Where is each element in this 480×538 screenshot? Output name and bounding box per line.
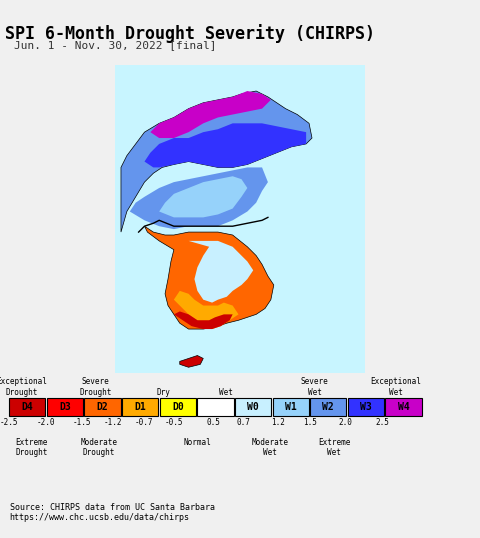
- Text: W0: W0: [247, 402, 259, 412]
- Polygon shape: [189, 241, 253, 302]
- Text: -0.7: -0.7: [134, 419, 153, 427]
- Text: Dry: Dry: [156, 387, 170, 397]
- Text: D3: D3: [59, 402, 71, 412]
- Text: D1: D1: [134, 402, 146, 412]
- Text: W2: W2: [323, 402, 334, 412]
- Text: Severe
Wet: Severe Wet: [301, 377, 329, 397]
- Text: 1.5: 1.5: [303, 419, 317, 427]
- Polygon shape: [144, 226, 274, 329]
- Bar: [385, 398, 422, 416]
- Text: Severe
Drought: Severe Drought: [79, 377, 112, 397]
- Bar: [47, 398, 83, 416]
- Bar: [122, 398, 158, 416]
- Bar: [9, 398, 46, 416]
- Text: Wet: Wet: [219, 387, 233, 397]
- Text: 0.7: 0.7: [237, 419, 251, 427]
- Text: Source: CHIRPS data from UC Santa Barbara
https://www.chc.ucsb.edu/data/chirps: Source: CHIRPS data from UC Santa Barbar…: [10, 503, 215, 522]
- Text: W3: W3: [360, 402, 372, 412]
- Bar: [348, 398, 384, 416]
- Text: Jun. 1 - Nov. 30, 2022 [final]: Jun. 1 - Nov. 30, 2022 [final]: [14, 40, 217, 51]
- Polygon shape: [180, 356, 203, 367]
- Text: Extreme
Drought: Extreme Drought: [15, 438, 48, 457]
- Bar: [160, 398, 196, 416]
- Text: Exceptional
Wet: Exceptional Wet: [370, 377, 421, 397]
- Text: -0.5: -0.5: [165, 419, 183, 427]
- Text: Extreme
Wet: Extreme Wet: [318, 438, 350, 457]
- Text: Moderate
Wet: Moderate Wet: [252, 438, 288, 457]
- Polygon shape: [174, 291, 239, 329]
- Text: 2.5: 2.5: [376, 419, 390, 427]
- Bar: [197, 398, 234, 416]
- Text: D4: D4: [22, 402, 33, 412]
- Text: D0: D0: [172, 402, 184, 412]
- Polygon shape: [130, 167, 268, 229]
- Text: 0.5: 0.5: [206, 419, 220, 427]
- Text: W4: W4: [398, 402, 409, 412]
- Polygon shape: [144, 123, 306, 167]
- Text: Moderate
Drought: Moderate Drought: [80, 438, 118, 457]
- Polygon shape: [159, 176, 247, 217]
- Polygon shape: [174, 312, 233, 329]
- Text: Exceptional
Drought: Exceptional Drought: [0, 377, 48, 397]
- Polygon shape: [121, 91, 312, 232]
- Text: -1.2: -1.2: [104, 419, 123, 427]
- Bar: [84, 398, 120, 416]
- Text: SPI 6-Month Drought Severity (CHIRPS): SPI 6-Month Drought Severity (CHIRPS): [5, 24, 375, 43]
- Text: 2.0: 2.0: [339, 419, 353, 427]
- Text: 1.2: 1.2: [272, 419, 286, 427]
- Bar: [273, 398, 309, 416]
- Text: -2.5: -2.5: [0, 419, 18, 427]
- Text: W1: W1: [285, 402, 297, 412]
- Text: D2: D2: [96, 402, 108, 412]
- Text: -1.5: -1.5: [73, 419, 92, 427]
- Bar: [310, 398, 347, 416]
- Text: Normal: Normal: [183, 438, 211, 447]
- Polygon shape: [150, 91, 271, 138]
- Bar: [235, 398, 271, 416]
- Text: -2.0: -2.0: [36, 419, 55, 427]
